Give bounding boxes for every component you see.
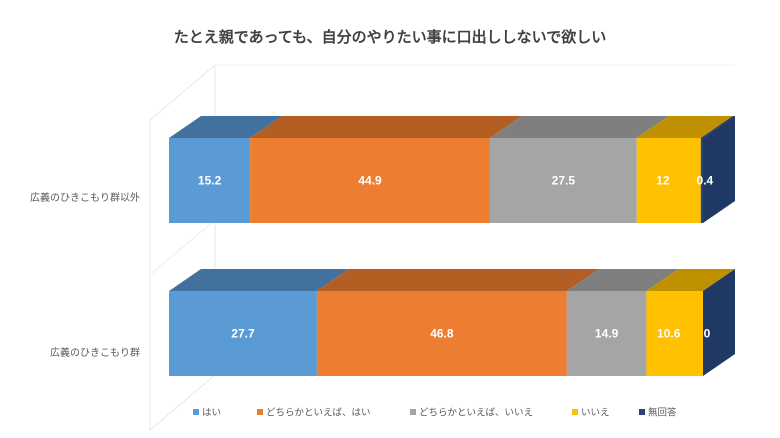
bar-0-4 <box>700 138 703 223</box>
bar-top-0-0 <box>169 116 283 138</box>
bar-0-1 <box>250 138 490 223</box>
legend-label-4: 無回答 <box>648 407 677 419</box>
category-label-0: 広義のひきこもり群以外 <box>30 191 140 204</box>
data-label-0-3: 12 <box>656 174 670 188</box>
bar-1-2 <box>566 291 647 376</box>
legend-label-1: どちらかといえば、はい <box>266 408 371 419</box>
bar-1-3 <box>646 291 703 376</box>
bar-top-1-2 <box>566 269 679 291</box>
category-label-1: 広義のひきこもり群 <box>50 346 140 359</box>
bar-top-0-1 <box>250 116 522 138</box>
bar-0-3 <box>636 138 701 223</box>
bar-top-1-0 <box>169 269 349 291</box>
chart-title: たとえ親であっても、自分のやりたい事に口出ししないで欲しい <box>174 28 606 46</box>
bar-side-1 <box>703 269 735 376</box>
bar-1-0 <box>169 291 317 376</box>
bar-top-0-3 <box>636 116 733 138</box>
legend-label-3: いいえ <box>581 408 610 419</box>
legend: はい どちらかといえば、はい どちらかといえば、いいえ いいえ 無回答 <box>193 407 677 419</box>
floor-divider <box>149 219 216 276</box>
data-label-1-0: 27.7 <box>231 327 255 341</box>
legend-swatch-2 <box>410 409 416 415</box>
data-label-0-0: 15.2 <box>198 174 222 188</box>
data-label-1-3: 10.6 <box>657 327 681 341</box>
legend-swatch-0 <box>193 409 199 415</box>
bar-top-1-1 <box>316 269 599 291</box>
bars-group: 15.2 44.9 27.5 12 0.4 27.7 46.8 14.9 10.6 0 <box>169 116 735 376</box>
data-label-1-1: 46.8 <box>430 327 454 341</box>
data-label-0-2: 27.5 <box>552 174 576 188</box>
legend-swatch-1 <box>257 409 263 415</box>
bar-top-0-4 <box>700 116 735 138</box>
legend-label-0: はい <box>202 408 221 419</box>
bar-1-1 <box>316 291 567 376</box>
legend-swatch-4 <box>639 409 645 415</box>
data-label-1-4: 0 <box>704 327 711 341</box>
data-label-1-2: 14.9 <box>595 327 619 341</box>
bar-0-2 <box>489 138 637 223</box>
legend-swatch-3 <box>572 409 578 415</box>
bar-0-0 <box>169 138 251 223</box>
bar-side-0 <box>703 116 735 223</box>
legend-label-2: どちらかといえば、いいえ <box>419 408 533 419</box>
data-label-0-4: 0.4 <box>697 174 714 188</box>
data-label-0-1: 44.9 <box>358 174 382 188</box>
bar-top-0-2 <box>489 116 669 138</box>
bar-top-1-3 <box>646 269 735 291</box>
